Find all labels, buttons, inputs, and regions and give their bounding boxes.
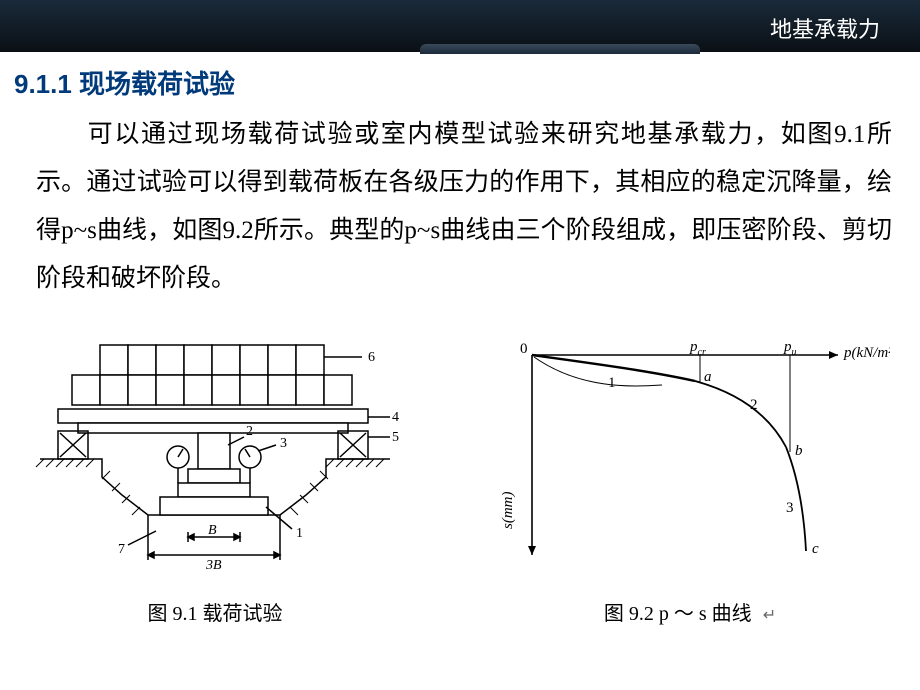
paragraph-text: 可以通过现场载荷试验或室内模型试验来研究地基承载力，如图9.1所示。通过试验可以… [36, 121, 892, 292]
label-1: 1 [296, 526, 303, 541]
segment-1-label: 1 [608, 375, 616, 391]
label-7: 7 [118, 542, 125, 557]
load-blocks-row2 [72, 375, 352, 405]
header-bar: 地基承载力 [0, 0, 920, 52]
section-title: 9.1.1 现场载荷试验 [14, 64, 920, 101]
figure-9-2-caption-text: 图 9.2 p ～ s 曲线 [604, 603, 752, 625]
platform-beam [58, 409, 368, 423]
label-4: 4 [392, 410, 399, 425]
label-6: 6 [368, 350, 375, 365]
figure-9-2-svg: 0 pcr pu p(kN/m²) s(mm) a b c 1 2 3 [490, 337, 890, 577]
label-B: B [208, 523, 217, 538]
point-a: a [704, 369, 712, 385]
origin-label: 0 [520, 341, 528, 357]
curve-segment-3 [786, 447, 806, 551]
return-mark: ↵ [763, 607, 776, 624]
figure-9-1-svg: 6 4 5 2 3 1 7 B 3B [30, 337, 400, 577]
y-axis-label: s(mm) [500, 492, 516, 530]
label-2: 2 [246, 424, 253, 439]
point-c: c [812, 541, 819, 557]
label-3: 3 [280, 436, 287, 451]
figures-row: 6 4 5 2 3 1 7 B 3B 图 9.1 载荷试验 [30, 337, 890, 626]
figure-9-2-caption: 图 9.2 p ～ s 曲线 ↵ [604, 597, 776, 626]
label-5: 5 [392, 430, 399, 445]
segment-2-label: 2 [750, 397, 758, 413]
figure-9-1-caption: 图 9.1 载荷试验 [148, 597, 283, 626]
label-3B: 3B [205, 558, 222, 573]
point-b: b [795, 443, 803, 459]
load-blocks-row1 [100, 345, 324, 375]
header-title: 地基承载力 [770, 12, 880, 44]
cross-support-left [58, 431, 88, 459]
header-tab-decor [420, 44, 700, 54]
cross-support-right [338, 431, 368, 459]
jack-column [198, 433, 230, 469]
segment-3-label: 3 [786, 500, 794, 516]
curve-segment-2 [695, 381, 786, 447]
load-plate [160, 497, 268, 515]
x-axis-label: p(kN/m²) [843, 345, 890, 361]
body-paragraph: 可以通过现场载荷试验或室内模型试验来研究地基承载力，如图9.1所示。通过试验可以… [36, 111, 892, 303]
figure-9-1: 6 4 5 2 3 1 7 B 3B 图 9.1 载荷试验 [30, 337, 400, 626]
figure-9-2: 0 pcr pu p(kN/m²) s(mm) a b c 1 2 3 图 9.… [490, 337, 890, 626]
